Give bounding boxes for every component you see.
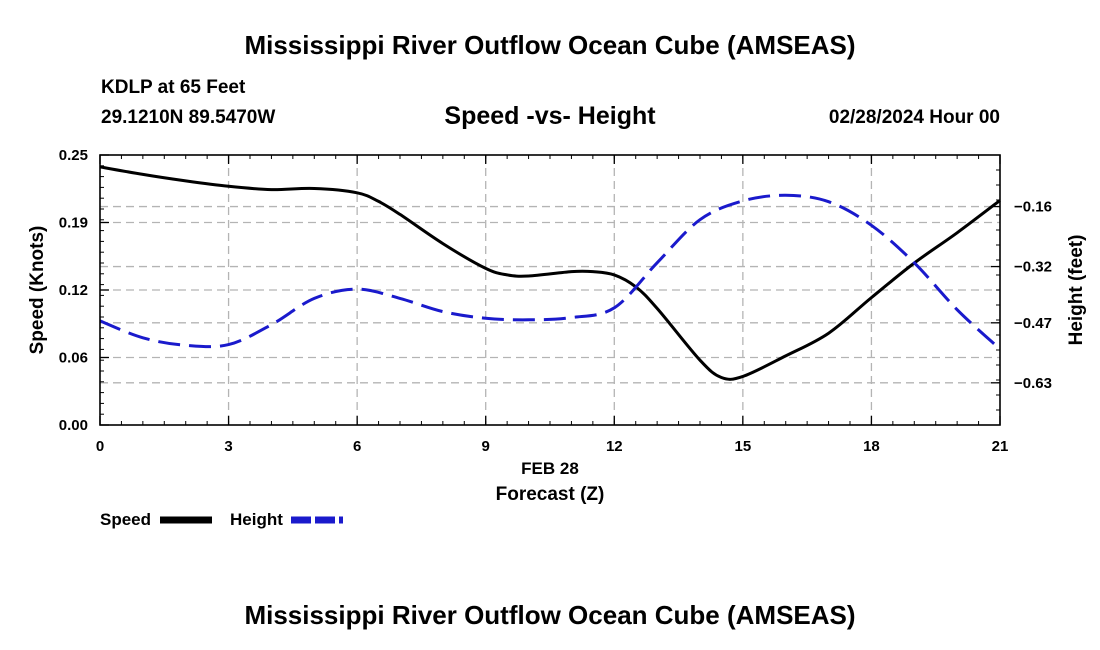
y-left-tick-label: 0.25 (59, 147, 88, 164)
y-left-tick-label: 0.19 (59, 215, 88, 232)
x-tick-label: 9 (482, 438, 490, 455)
y-right-tick-label: −0.16 (1014, 199, 1052, 216)
legend-height-label: Height (230, 510, 283, 529)
x-date-label: FEB 28 (521, 459, 579, 478)
series-lines (99, 165, 1002, 381)
y-right-tick-label: −0.32 (1014, 259, 1052, 276)
grid-lines (100, 155, 1000, 425)
x-tick-label: 6 (353, 438, 361, 455)
x-tick-label: 0 (96, 438, 104, 455)
datetime-label: 02/28/2024 Hour 00 (828, 107, 1000, 128)
legend-speed-label: Speed (100, 510, 151, 529)
series-speed (99, 165, 1001, 381)
x-tick-label: 21 (992, 438, 1009, 455)
main-title: Mississippi River Outflow Ocean Cube (AM… (244, 30, 856, 60)
y-axis-left-title: Speed (Knots) (27, 226, 48, 355)
y-axis-right-title: Height (feet) (1066, 235, 1087, 346)
series-height (99, 193, 1002, 351)
footer-title: Mississippi River Outflow Ocean Cube (AM… (244, 600, 856, 630)
y-right-tick-label: −0.63 (1014, 375, 1052, 392)
coordinates-label: 29.1210N 89.5470W (101, 107, 276, 128)
x-axis-title: Forecast (Z) (496, 484, 605, 505)
plot-frame (99, 154, 1001, 426)
chart-title: Speed -vs- Height (444, 102, 656, 130)
y-left-tick-label: 0.12 (59, 282, 88, 299)
x-tick-label: 3 (224, 438, 232, 455)
x-tick-label: 15 (735, 438, 752, 455)
y-left-tick-label: 0.06 (59, 350, 88, 367)
axis-labels: 0 3 6 9 12 15 18 21 0.00 0.06 0.12 0.19 0.25 −0.63 −0.… (59, 147, 1052, 455)
legend: Speed Height (100, 510, 343, 529)
station-label: KDLP at 65 Feet (101, 77, 246, 98)
x-tick-label: 18 (863, 438, 880, 455)
y-right-tick-label: −0.47 (1014, 315, 1052, 332)
y-left-tick-label: 0.00 (59, 417, 88, 434)
x-tick-label: 12 (606, 438, 623, 455)
